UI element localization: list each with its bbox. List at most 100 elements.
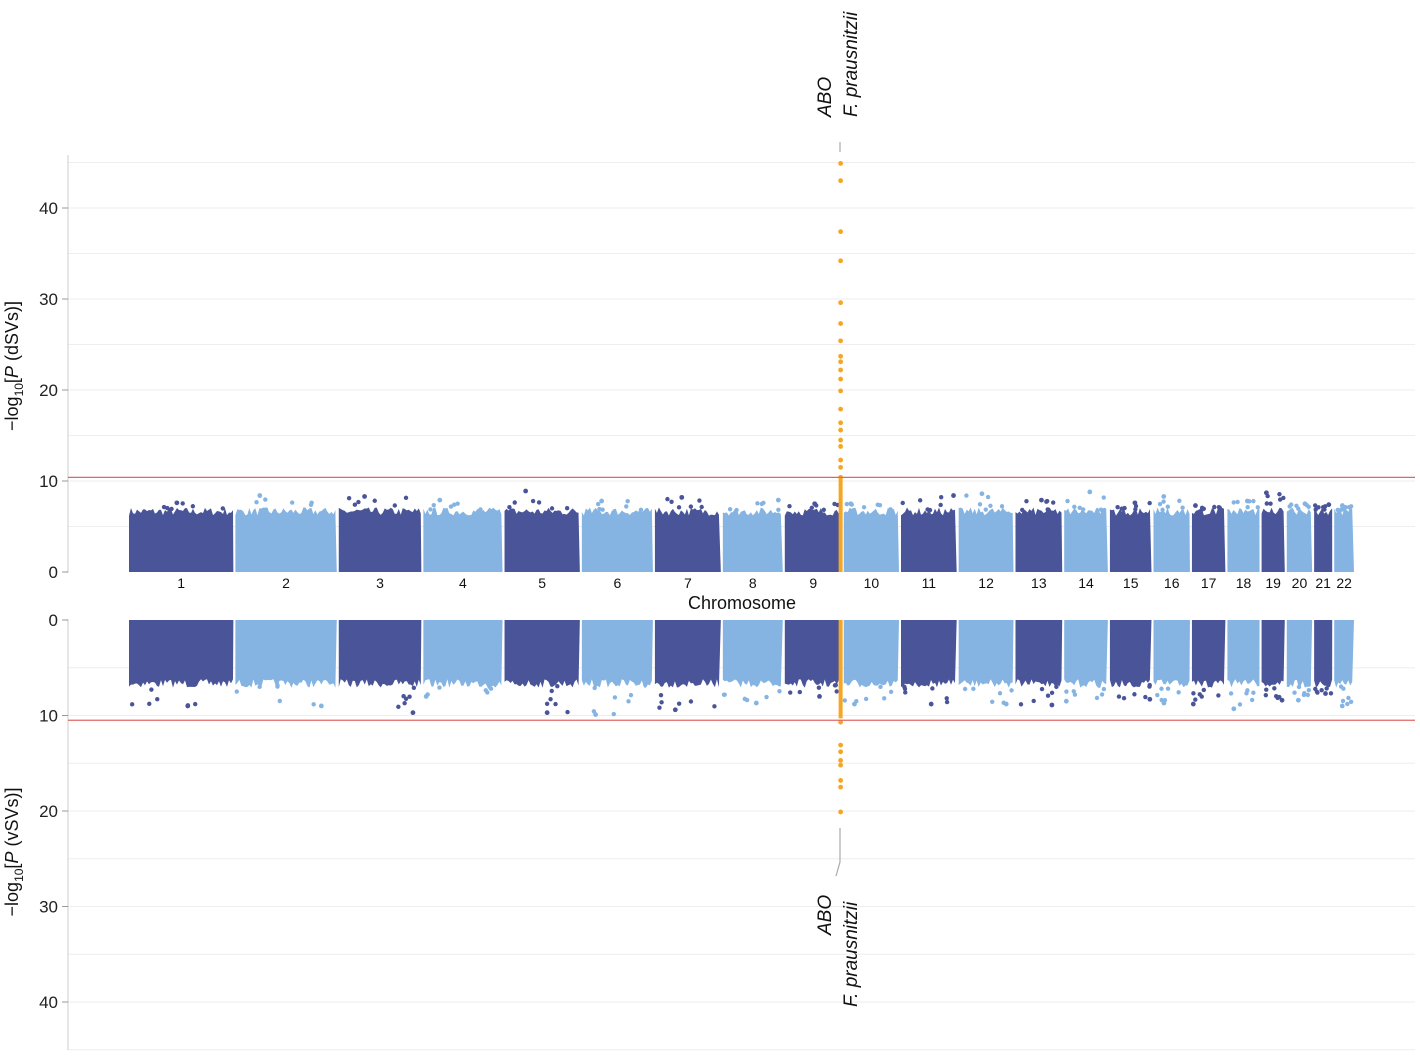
point-bottom — [1264, 687, 1269, 692]
chromosome-band-top-21 — [1314, 507, 1333, 572]
highlight-point-top — [838, 161, 844, 166]
point-bottom — [1054, 684, 1059, 690]
chromosome-band-bottom-8 — [722, 620, 783, 688]
point-top — [263, 497, 268, 502]
point-top — [776, 507, 781, 513]
chromosome-band-top-12 — [958, 507, 1014, 572]
point-bottom — [1228, 691, 1234, 696]
point-bottom — [1244, 691, 1249, 696]
chromosome-band-bottom-3 — [338, 620, 422, 688]
point-top — [624, 504, 629, 509]
point-top — [734, 507, 739, 513]
point-bottom — [612, 695, 618, 700]
max-point-top — [1244, 498, 1250, 504]
point-top — [1024, 498, 1029, 504]
point-bottom — [1324, 686, 1329, 691]
point-bottom — [742, 696, 747, 702]
highlight-point-top — [838, 376, 844, 382]
chromosome-band-bottom-10 — [843, 620, 900, 688]
point-bottom — [1346, 695, 1351, 701]
point-bottom — [788, 690, 793, 695]
point-top — [1077, 505, 1082, 510]
point-top — [1115, 504, 1120, 510]
y-tick-label-top: 30 — [39, 290, 58, 309]
point-top — [220, 506, 226, 511]
highlight-point-bottom — [838, 749, 844, 755]
point-top — [900, 500, 905, 506]
point-top — [1157, 501, 1163, 507]
point-bottom — [903, 690, 908, 695]
point-top — [809, 505, 815, 511]
chromosome-label: 5 — [538, 575, 546, 591]
max-point-bottom — [1063, 698, 1069, 704]
point-top — [1212, 504, 1217, 510]
chromosome-band-bottom-7 — [654, 620, 721, 688]
point-top — [938, 494, 944, 500]
chromosome-band-bottom-11 — [901, 620, 957, 688]
highlight-point-top — [838, 353, 844, 359]
point-bottom — [155, 697, 160, 702]
point-bottom — [611, 711, 616, 717]
point-top — [448, 504, 454, 509]
point-top — [530, 498, 536, 504]
max-point-top — [1161, 494, 1167, 499]
chromosome-band-top-22 — [1334, 507, 1354, 572]
point-bottom — [1099, 692, 1105, 697]
max-point-top — [1039, 497, 1044, 503]
highlight-point-bottom — [838, 784, 844, 790]
x-axis-label: Chromosome — [688, 593, 796, 613]
point-bottom — [275, 682, 280, 688]
highlight-column-bottom — [838, 620, 843, 719]
point-top — [1180, 505, 1185, 510]
point-top — [1217, 505, 1222, 511]
point-bottom — [1348, 699, 1354, 705]
point-bottom — [1249, 697, 1255, 703]
point-bottom — [1341, 686, 1346, 691]
point-bottom — [1031, 698, 1036, 704]
annotation-bottom: ABO F. prausnitzii — [815, 828, 862, 1007]
point-bottom — [544, 701, 550, 706]
chromosome-band-top-17 — [1191, 507, 1226, 572]
point-bottom — [1009, 688, 1014, 693]
max-point-top — [174, 500, 180, 506]
chromosome-label: 3 — [376, 575, 384, 591]
highlight-point-top — [838, 444, 844, 449]
chromosome-band-top-16 — [1153, 507, 1190, 572]
chromosome-label: 2 — [282, 575, 290, 591]
max-point-top — [951, 493, 956, 498]
point-top — [403, 495, 409, 501]
annotation-top: ABO F. prausnitzii — [815, 11, 862, 152]
point-bottom — [944, 696, 949, 701]
max-point-top — [1326, 502, 1332, 508]
max-point-top — [523, 488, 529, 494]
highlight-point-bottom — [838, 809, 844, 815]
max-point-top — [1087, 489, 1093, 495]
annotation-bottom-gene: ABO — [815, 895, 836, 936]
chromosome-band-top-3 — [338, 507, 422, 572]
max-point-top — [437, 497, 443, 503]
chromosome-label: 4 — [459, 575, 467, 591]
point-top — [428, 507, 433, 512]
chromosome-band-bottom-13 — [1015, 620, 1063, 688]
chromosome-band-bottom-9 — [784, 620, 842, 688]
point-bottom — [1345, 701, 1350, 707]
max-point-bottom — [1003, 701, 1009, 707]
max-point-bottom — [410, 710, 416, 716]
max-point-bottom — [753, 700, 759, 706]
point-bottom — [1201, 687, 1207, 693]
point-top — [452, 502, 457, 507]
point-top — [1322, 504, 1328, 509]
point-top — [1335, 507, 1340, 513]
max-point-bottom — [544, 710, 550, 716]
point-bottom — [834, 689, 839, 694]
point-bottom — [1272, 686, 1277, 691]
point-bottom — [1176, 690, 1181, 695]
point-bottom — [1045, 693, 1051, 698]
max-point-top — [1193, 503, 1198, 508]
point-bottom — [930, 686, 935, 691]
point-bottom — [1132, 692, 1137, 697]
point-bottom — [816, 685, 822, 690]
point-bottom — [437, 685, 442, 690]
chromosome-label: 15 — [1123, 575, 1139, 591]
